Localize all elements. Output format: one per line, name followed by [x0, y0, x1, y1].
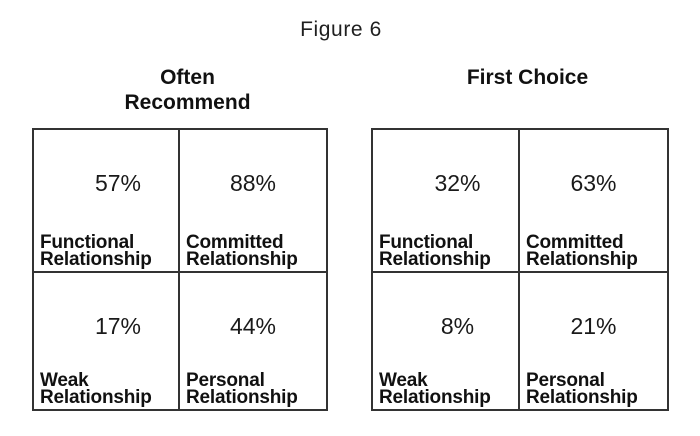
quadrant-functional: 32% Functional Relationship	[373, 130, 520, 273]
quadrant-label-line-2: Relationship	[379, 249, 491, 270]
quadrant-label-line-2: Relationship	[379, 387, 491, 408]
panel-title-line-1: First Choice	[466, 66, 589, 89]
quadrant-label-line-1: Functional	[40, 232, 135, 253]
quadrant-label-line-2: Relationship	[40, 249, 152, 270]
panel-title-first-choice: First Choice	[379, 65, 676, 90]
quadrant-label: Committed Relationship	[186, 232, 298, 270]
quadrant-weak: 8% Weak Relationship	[373, 273, 520, 409]
quadrant-personal: 21% Personal Relationship	[520, 273, 667, 409]
quadrant-committed: 63% Committed Relationship	[520, 130, 667, 273]
quadrant-percent: 88%	[229, 170, 277, 196]
quadrant-label: Functional Relationship	[379, 232, 491, 270]
quadrant-label: Weak Relationship	[379, 370, 491, 408]
quadrant-label: Committed Relationship	[526, 232, 638, 270]
quadrant-label-line-2: Relationship	[40, 387, 152, 408]
quadrant-label: Personal Relationship	[526, 370, 638, 408]
matrix-first-choice: 32% Functional Relationship 63% Committe…	[371, 128, 669, 411]
panel-title-line-2: Recommend	[124, 91, 251, 114]
quadrant-label-line-2: Relationship	[186, 249, 298, 270]
quadrant-percent: 63%	[570, 170, 617, 196]
quadrant-label-line-2: Relationship	[526, 387, 638, 408]
quadrant-percent: 17%	[94, 313, 142, 339]
quadrant-label-line-1: Personal	[526, 370, 605, 391]
quadrant-functional: 57% Functional Relationship	[34, 130, 180, 273]
quadrant-weak: 17% Weak Relationship	[34, 273, 180, 409]
figure-caption: Figure 6	[300, 18, 382, 41]
quadrant-committed: 88% Committed Relationship	[180, 130, 326, 273]
matrix-often-recommend: 57% Functional Relationship 88% Committe…	[32, 128, 328, 411]
panel-title-often-recommend: Often Recommend	[40, 65, 335, 115]
quadrant-percent: 8%	[440, 313, 475, 339]
quadrant-percent: 44%	[229, 313, 277, 339]
quadrant-label-line-1: Weak	[40, 370, 89, 391]
quadrant-label-line-1: Committed	[186, 232, 284, 253]
quadrant-label-line-1: Weak	[379, 370, 428, 391]
quadrant-percent: 32%	[434, 170, 481, 196]
quadrant-label-line-2: Relationship	[186, 387, 298, 408]
quadrant-label: Weak Relationship	[40, 370, 152, 408]
quadrant-label-line-1: Functional	[379, 232, 474, 253]
quadrant-percent: 57%	[94, 170, 142, 196]
quadrant-label-line-2: Relationship	[526, 249, 638, 270]
quadrant-label: Personal Relationship	[186, 370, 298, 408]
panel-title-line-1: Often	[160, 66, 215, 89]
quadrant-percent: 21%	[570, 313, 617, 339]
quadrant-personal: 44% Personal Relationship	[180, 273, 326, 409]
quadrant-label-line-1: Personal	[186, 370, 265, 391]
quadrant-label-line-1: Committed	[526, 232, 624, 253]
quadrant-label: Functional Relationship	[40, 232, 152, 270]
